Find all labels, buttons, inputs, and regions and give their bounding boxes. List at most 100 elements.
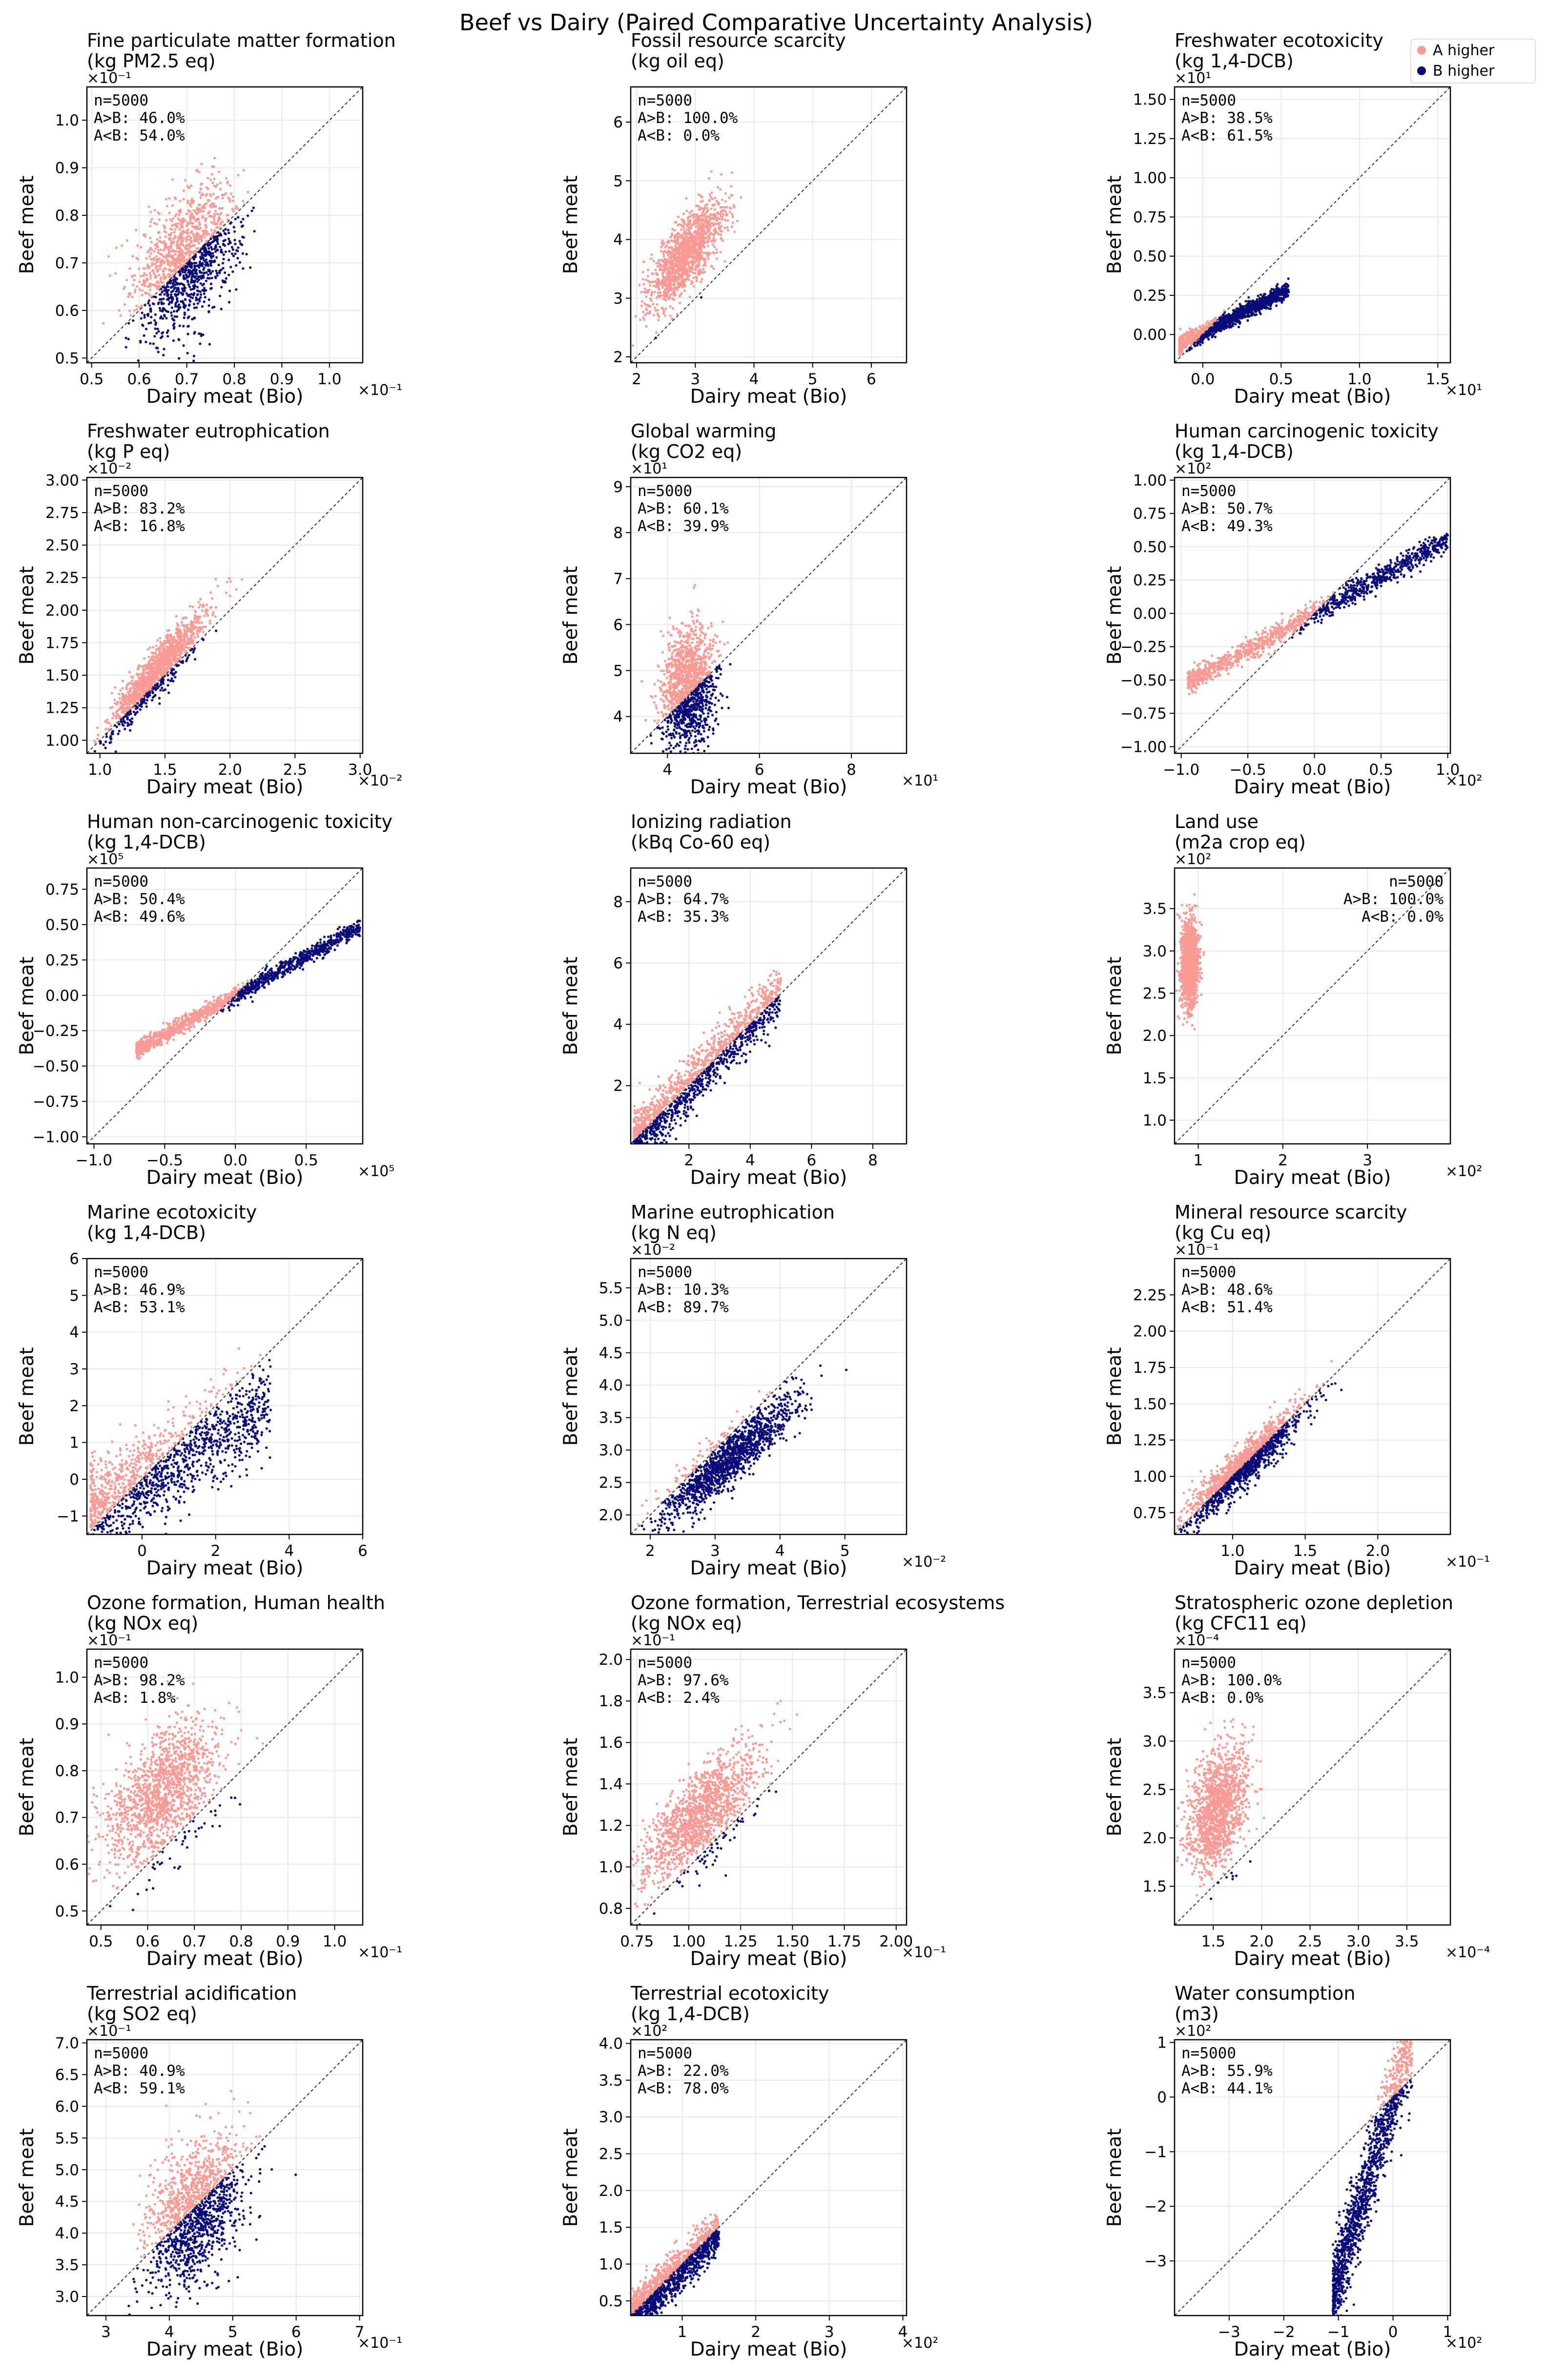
data-point <box>645 278 648 281</box>
data-point <box>190 222 193 225</box>
data-point <box>224 228 227 231</box>
data-point <box>213 237 216 240</box>
data-point <box>196 280 199 283</box>
data-point <box>721 218 724 221</box>
data-point <box>703 221 706 224</box>
data-point <box>688 295 691 299</box>
data-point <box>679 301 681 305</box>
data-point <box>634 315 637 318</box>
data-point <box>684 258 687 261</box>
data-point <box>235 205 238 208</box>
data-point <box>228 301 231 304</box>
data-point <box>678 276 681 280</box>
data-point <box>181 233 184 236</box>
figure-title: Beef vs Dairy (Paired Comparative Uncert… <box>459 9 1093 36</box>
data-point <box>203 207 206 209</box>
data-point <box>678 274 681 277</box>
data-point <box>1178 342 1181 345</box>
data-point <box>722 206 725 208</box>
grid <box>631 87 907 363</box>
data-point <box>180 237 183 240</box>
data-point <box>183 313 186 316</box>
data-point <box>181 219 184 222</box>
y-tick-label: 0.9 <box>55 160 79 177</box>
data-point <box>664 307 667 310</box>
data-point <box>1207 333 1210 336</box>
data-point <box>133 290 137 294</box>
data-point <box>212 231 215 234</box>
data-point <box>199 296 202 299</box>
data-point <box>158 240 161 243</box>
data-point <box>1218 329 1221 332</box>
data-point <box>692 285 695 288</box>
scatter-points <box>631 170 743 347</box>
data-point <box>175 249 178 253</box>
data-point <box>1238 312 1240 315</box>
data-point <box>1238 303 1241 306</box>
data-point <box>671 268 674 270</box>
data-point <box>1191 328 1194 331</box>
data-point <box>664 267 667 270</box>
data-point <box>672 278 675 281</box>
data-point <box>149 225 152 228</box>
data-point <box>130 683 133 685</box>
data-point <box>146 696 149 699</box>
data-point <box>667 241 670 245</box>
data-point <box>1203 335 1206 338</box>
data-point <box>195 269 198 272</box>
data-point <box>107 255 110 258</box>
data-point <box>128 309 131 312</box>
data-point <box>203 205 206 207</box>
data-point <box>175 277 179 280</box>
data-point <box>667 274 670 277</box>
data-point <box>211 181 214 184</box>
data-point <box>163 348 165 351</box>
x-tick-label: 0.5 <box>1269 371 1293 388</box>
data-point <box>1192 337 1195 341</box>
data-point <box>176 247 179 249</box>
data-point <box>199 603 202 606</box>
data-point <box>204 224 207 227</box>
data-point <box>151 262 154 265</box>
data-point <box>711 217 714 220</box>
data-point <box>234 207 237 210</box>
data-point <box>162 224 165 227</box>
data-point <box>694 247 697 250</box>
data-point <box>695 213 698 216</box>
data-point <box>182 325 185 328</box>
data-point <box>210 229 213 232</box>
data-point <box>702 215 705 218</box>
x-tick-label: 0.9 <box>270 371 294 388</box>
data-point <box>135 228 138 231</box>
data-point <box>171 255 174 259</box>
data-point <box>190 236 193 239</box>
data-point <box>149 321 152 324</box>
data-point <box>240 225 244 228</box>
data-point <box>694 250 697 253</box>
data-point <box>710 240 713 243</box>
data-point <box>198 238 201 241</box>
data-point <box>198 298 201 301</box>
data-point <box>181 259 184 262</box>
data-point <box>1273 291 1276 294</box>
data-point <box>171 299 174 302</box>
data-point <box>190 635 193 638</box>
data-point <box>674 252 677 255</box>
data-point <box>154 313 157 316</box>
y-tick-label: 0.00 <box>1133 326 1167 344</box>
data-point <box>195 247 198 250</box>
data-point <box>685 232 688 235</box>
data-point <box>655 331 658 334</box>
data-point <box>1257 294 1259 297</box>
data-point <box>222 267 225 269</box>
data-point <box>688 274 691 277</box>
data-point <box>183 284 186 287</box>
data-point <box>198 223 202 226</box>
data-point <box>142 233 145 236</box>
data-point <box>719 214 722 217</box>
data-point <box>204 296 206 299</box>
stat-a-less-b: A<B: 0.0% <box>638 127 720 145</box>
data-point <box>156 265 159 268</box>
data-point <box>156 328 159 331</box>
data-point <box>683 232 686 235</box>
